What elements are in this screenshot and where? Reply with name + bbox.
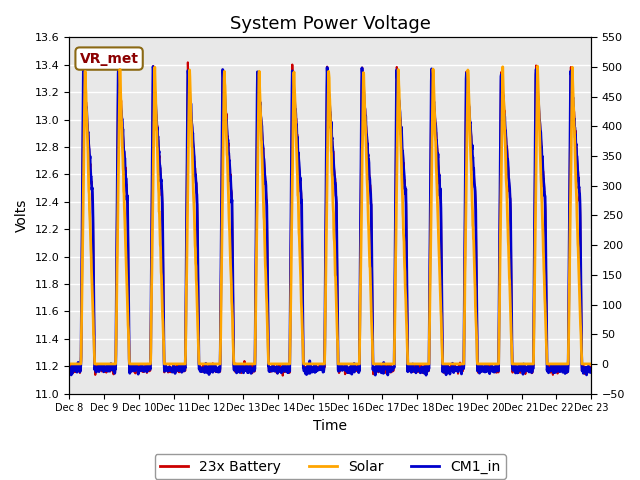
Legend: 23x Battery, Solar, CM1_in: 23x Battery, Solar, CM1_in xyxy=(155,454,506,479)
Title: System Power Voltage: System Power Voltage xyxy=(230,15,431,33)
Text: VR_met: VR_met xyxy=(79,51,139,66)
X-axis label: Time: Time xyxy=(313,419,347,433)
Y-axis label: Volts: Volts xyxy=(15,199,29,232)
